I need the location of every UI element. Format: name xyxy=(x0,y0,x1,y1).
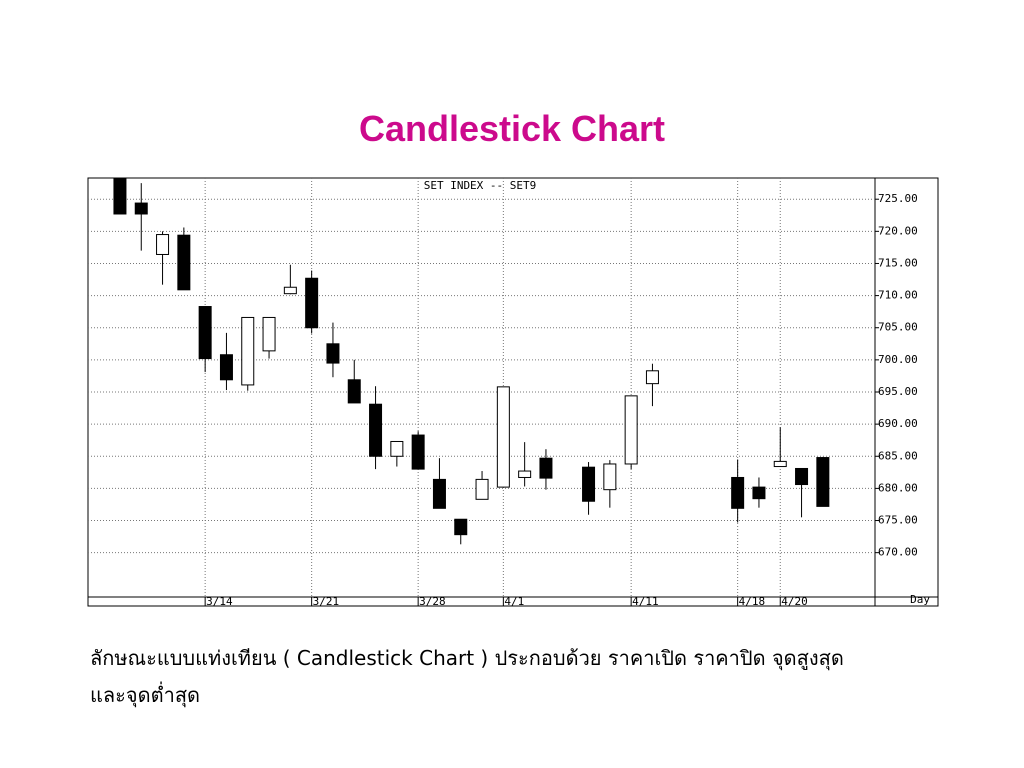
candle-body xyxy=(134,202,148,215)
y-tick-label: 700.00 xyxy=(878,353,918,366)
candle-body xyxy=(241,316,255,386)
caption-line: ลักษณะแบบแท่งเทียน ( Candlestick Chart )… xyxy=(90,646,844,670)
candle-body xyxy=(326,343,340,364)
candle-body xyxy=(454,518,468,536)
candle-body xyxy=(411,434,425,470)
x-tick-label: 4/11 xyxy=(632,595,659,608)
candle-body xyxy=(603,463,617,491)
candle-body xyxy=(432,478,446,509)
candle-body xyxy=(305,277,319,329)
y-tick-label: 725.00 xyxy=(878,192,918,205)
x-tick-label: 4/20 xyxy=(781,595,808,608)
x-tick-label: 4/1 xyxy=(504,595,524,608)
y-tick-label: 675.00 xyxy=(878,514,918,527)
y-tick-label: 680.00 xyxy=(878,481,918,494)
y-tick-label: 695.00 xyxy=(878,385,918,398)
caption: ลักษณะแบบแท่งเทียน ( Candlestick Chart )… xyxy=(90,640,990,714)
chart: SET INDEX -- SET9 Day 670.00 675.00 680.00… xyxy=(87,177,939,608)
candle-body xyxy=(773,460,787,468)
x-axis-label: Day xyxy=(910,593,930,606)
y-tick-label: 715.00 xyxy=(878,256,918,269)
chart-frame xyxy=(87,177,939,607)
y-tick-label: 690.00 xyxy=(878,417,918,430)
candle-body xyxy=(518,470,532,478)
candle-body xyxy=(645,370,659,385)
x-tick-label: 3/28 xyxy=(419,595,446,608)
candle-body xyxy=(219,354,233,381)
candle-body xyxy=(198,306,212,360)
y-tick-label: 710.00 xyxy=(878,289,918,302)
x-tick-label: 4/18 xyxy=(739,595,766,608)
y-tick-label: 685.00 xyxy=(878,449,918,462)
caption-line: และจุดต่ำสุด xyxy=(90,683,201,707)
y-tick-label: 720.00 xyxy=(878,224,918,237)
candle-body xyxy=(795,467,809,486)
x-tick-label: 3/14 xyxy=(206,595,233,608)
y-tick-label: 670.00 xyxy=(878,546,918,559)
candle-body xyxy=(113,178,127,215)
candle-body xyxy=(283,286,297,295)
candle-body xyxy=(347,379,361,404)
candle-body xyxy=(369,403,383,457)
x-tick-label: 3/21 xyxy=(313,595,340,608)
candle-body xyxy=(390,440,404,457)
chart-subtitle: SET INDEX -- SET9 xyxy=(424,179,537,192)
candle-body xyxy=(539,457,553,479)
candle-body xyxy=(496,386,510,488)
candle-body xyxy=(582,466,596,502)
candle-body xyxy=(177,234,191,291)
y-tick-label: 705.00 xyxy=(878,321,918,334)
candle-body xyxy=(475,478,489,500)
candle-body xyxy=(731,476,745,509)
candle-body xyxy=(262,316,276,352)
candle-body xyxy=(156,234,170,255)
slide-title: Candlestick Chart xyxy=(358,108,666,149)
candle-body xyxy=(624,395,638,465)
candle-body xyxy=(816,457,830,507)
candle-body xyxy=(752,486,766,500)
